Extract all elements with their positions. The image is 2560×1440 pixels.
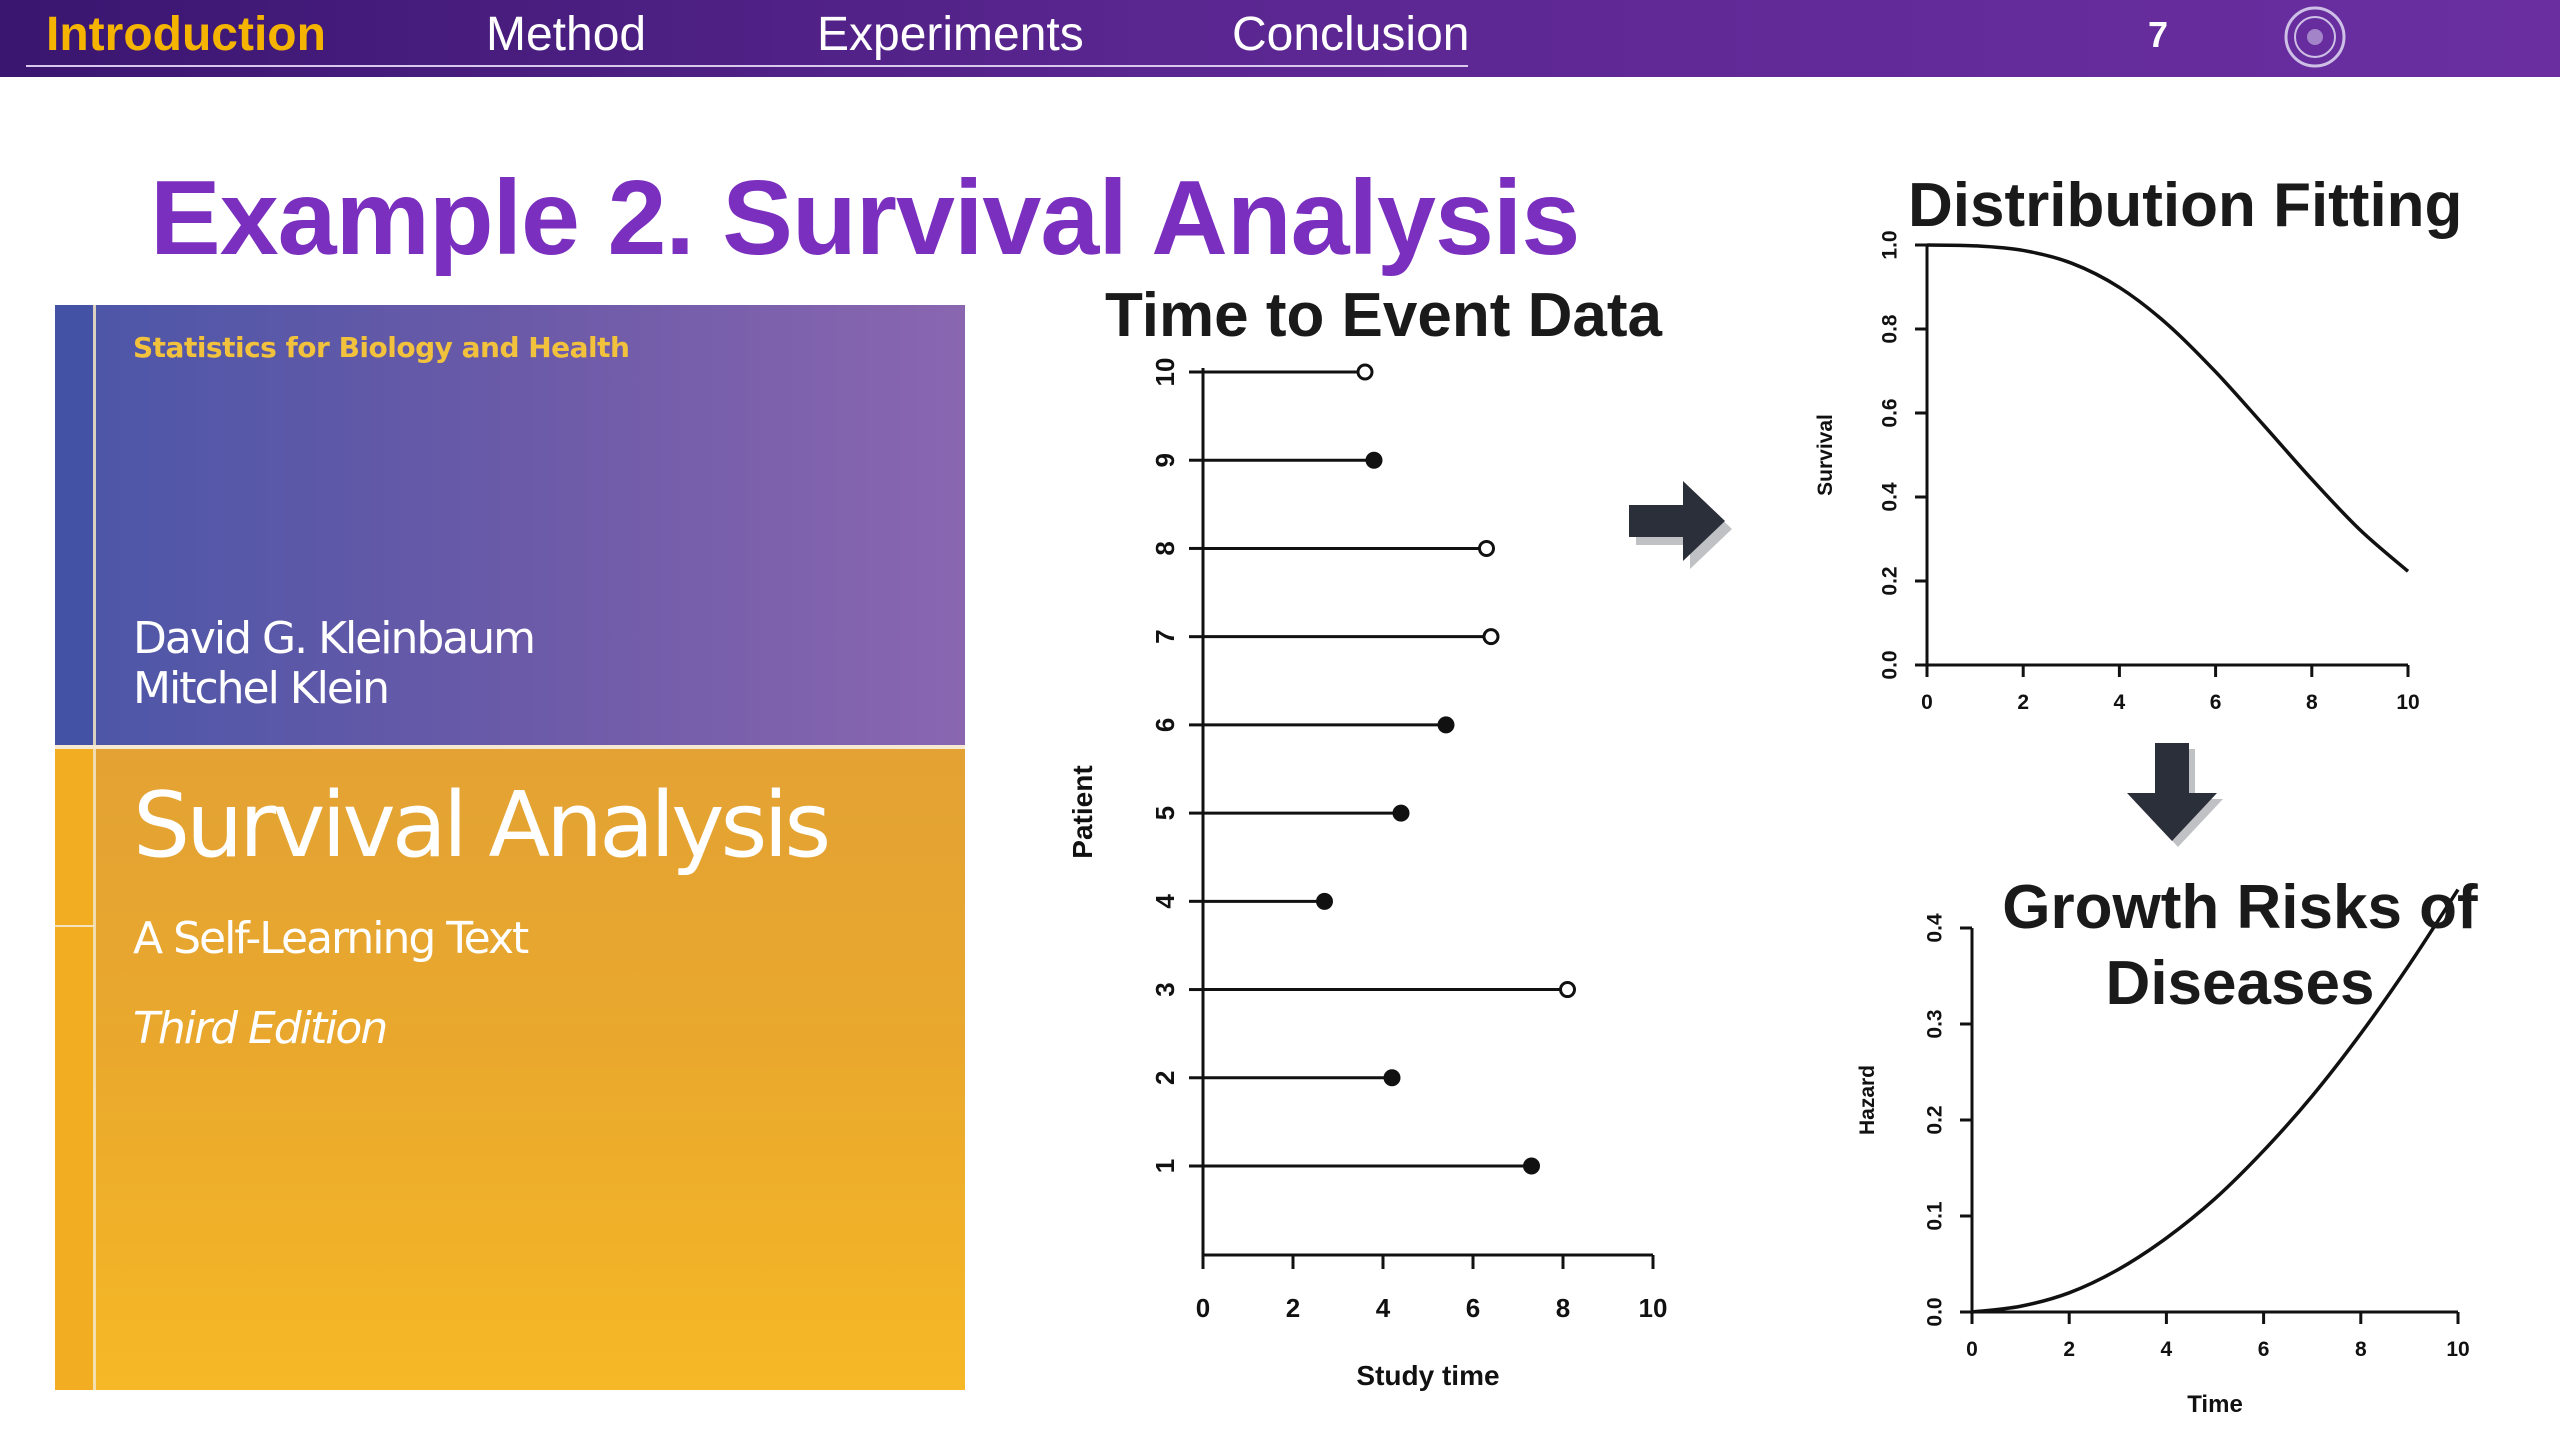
event-point xyxy=(1316,892,1333,910)
growth-risks-title-line: Diseases xyxy=(2105,949,2375,1018)
event-point xyxy=(1437,716,1455,734)
x-tick-label: 0 xyxy=(1966,1338,1978,1361)
distribution-fitting-title: Distribution Fitting xyxy=(1908,171,2463,240)
cover-edition: Third Edition xyxy=(133,1003,388,1054)
x-tick-label: 8 xyxy=(2355,1338,2367,1361)
x-tick-label: 10 xyxy=(2446,1338,2469,1361)
x-tick-label: 6 xyxy=(1466,1293,1480,1323)
cover-divider-tick xyxy=(55,925,95,927)
x-tick-label: 2 xyxy=(2063,1338,2075,1361)
hazard-curve xyxy=(1971,888,2460,1314)
x-tick-label: 6 xyxy=(2258,1338,2270,1361)
y-tick-label: 0.0 xyxy=(1924,1297,1947,1326)
y-tick-label: 0.4 xyxy=(1924,913,1947,943)
y-tick-label: 3 xyxy=(1150,982,1180,996)
y-tick-label: 9 xyxy=(1150,453,1180,467)
censored-point xyxy=(1356,363,1374,381)
y-tick-label: 0.2 xyxy=(1879,566,1902,595)
event-point xyxy=(1365,451,1383,469)
growth-risks-title: Growth Risks of Diseases xyxy=(1990,870,2490,1022)
y-tick-label: 2 xyxy=(1150,1071,1180,1085)
time-to-event-title: Time to Event Data xyxy=(1105,281,1663,350)
cover-divider-horizontal xyxy=(55,745,965,749)
y-tick-label: 7 xyxy=(1150,629,1180,643)
x-tick-label: 10 xyxy=(1639,1293,1668,1323)
nav-tab-method[interactable]: Method xyxy=(486,8,647,61)
growth-risks-title-line: Growth Risks of xyxy=(2002,873,2478,942)
y-tick-label: 10 xyxy=(1150,358,1180,387)
y-tick-label: 0.0 xyxy=(1879,650,1902,679)
y-tick-label: 0.8 xyxy=(1879,314,1902,344)
y-axis-title: Hazard xyxy=(1856,1065,1879,1135)
event-point xyxy=(1383,1069,1401,1087)
y-tick-label: 4 xyxy=(1150,894,1180,909)
y-tick-label: 1.0 xyxy=(1879,230,1902,259)
censored-point xyxy=(1559,981,1576,999)
cover-top-panel xyxy=(55,305,965,745)
book-cover-image: Statistics for Biology and Health David … xyxy=(55,305,965,1390)
censored-point xyxy=(1478,539,1495,557)
page-number: 7 xyxy=(2148,14,2169,55)
x-tick-label: 8 xyxy=(2306,691,2318,714)
cover-spine-band-bottom xyxy=(55,749,93,1390)
x-tick-label: 10 xyxy=(2396,691,2419,714)
y-axis-title: Patient xyxy=(1067,765,1098,858)
event-point xyxy=(1392,804,1410,822)
cover-author: Mitchel Klein xyxy=(133,663,390,714)
cover-spine-band-top xyxy=(55,305,93,745)
cover-title: Survival Analysis xyxy=(133,773,831,878)
slide-title: Example 2. Survival Analysis xyxy=(150,159,1580,277)
arrow-right-icon xyxy=(1629,481,1732,569)
x-tick-label: 0 xyxy=(1921,691,1933,714)
y-tick-label: 0.2 xyxy=(1924,1105,1947,1134)
x-tick-label: 0 xyxy=(1196,1293,1210,1323)
x-tick-label: 2 xyxy=(2017,691,2029,714)
y-tick-label: 0.1 xyxy=(1924,1201,1947,1231)
cover-divider-vertical xyxy=(93,305,96,1390)
y-tick-label: 0.6 xyxy=(1879,398,1902,427)
x-tick-label: 4 xyxy=(2161,1338,2173,1361)
university-seal-icon xyxy=(2280,2,2480,74)
arrow-down-icon xyxy=(2127,743,2223,847)
x-axis-title: Study time xyxy=(1356,1360,1499,1391)
y-tick-label: 0.3 xyxy=(1924,1009,1947,1038)
top-navigation-bar: Introduction Method Experiments Conclusi… xyxy=(0,0,2560,77)
cover-author: David G. Kleinbaum xyxy=(133,613,536,664)
y-tick-label: 1 xyxy=(1150,1159,1180,1173)
x-tick-label: 6 xyxy=(2210,691,2222,714)
nav-tab-introduction[interactable]: Introduction xyxy=(46,8,326,61)
censored-point xyxy=(1482,628,1500,646)
cover-bottom-panel xyxy=(55,749,965,1390)
x-tick-label: 2 xyxy=(1286,1293,1300,1323)
x-axis-title: Time xyxy=(2187,1391,2243,1418)
cover-series-name: Statistics for Biology and Health xyxy=(133,331,630,364)
x-tick-label: 4 xyxy=(1376,1293,1391,1323)
y-tick-label: 8 xyxy=(1150,541,1180,555)
university-seal-icon xyxy=(2284,6,2346,68)
x-tick-label: 4 xyxy=(2114,691,2126,714)
cover-subtitle: A Self-Learning Text xyxy=(133,913,529,964)
nav-underline xyxy=(26,65,1468,67)
y-axis-title: Survival xyxy=(1814,414,1837,496)
y-tick-label: 0.4 xyxy=(1879,482,1902,512)
survival-curve xyxy=(1926,243,2410,573)
y-tick-label: 5 xyxy=(1150,806,1180,820)
x-tick-label: 8 xyxy=(1556,1293,1570,1323)
nav-tab-experiments[interactable]: Experiments xyxy=(817,8,1084,61)
nav-tab-conclusion[interactable]: Conclusion xyxy=(1232,8,1470,61)
event-point xyxy=(1523,1157,1540,1175)
y-tick-label: 6 xyxy=(1150,718,1180,732)
